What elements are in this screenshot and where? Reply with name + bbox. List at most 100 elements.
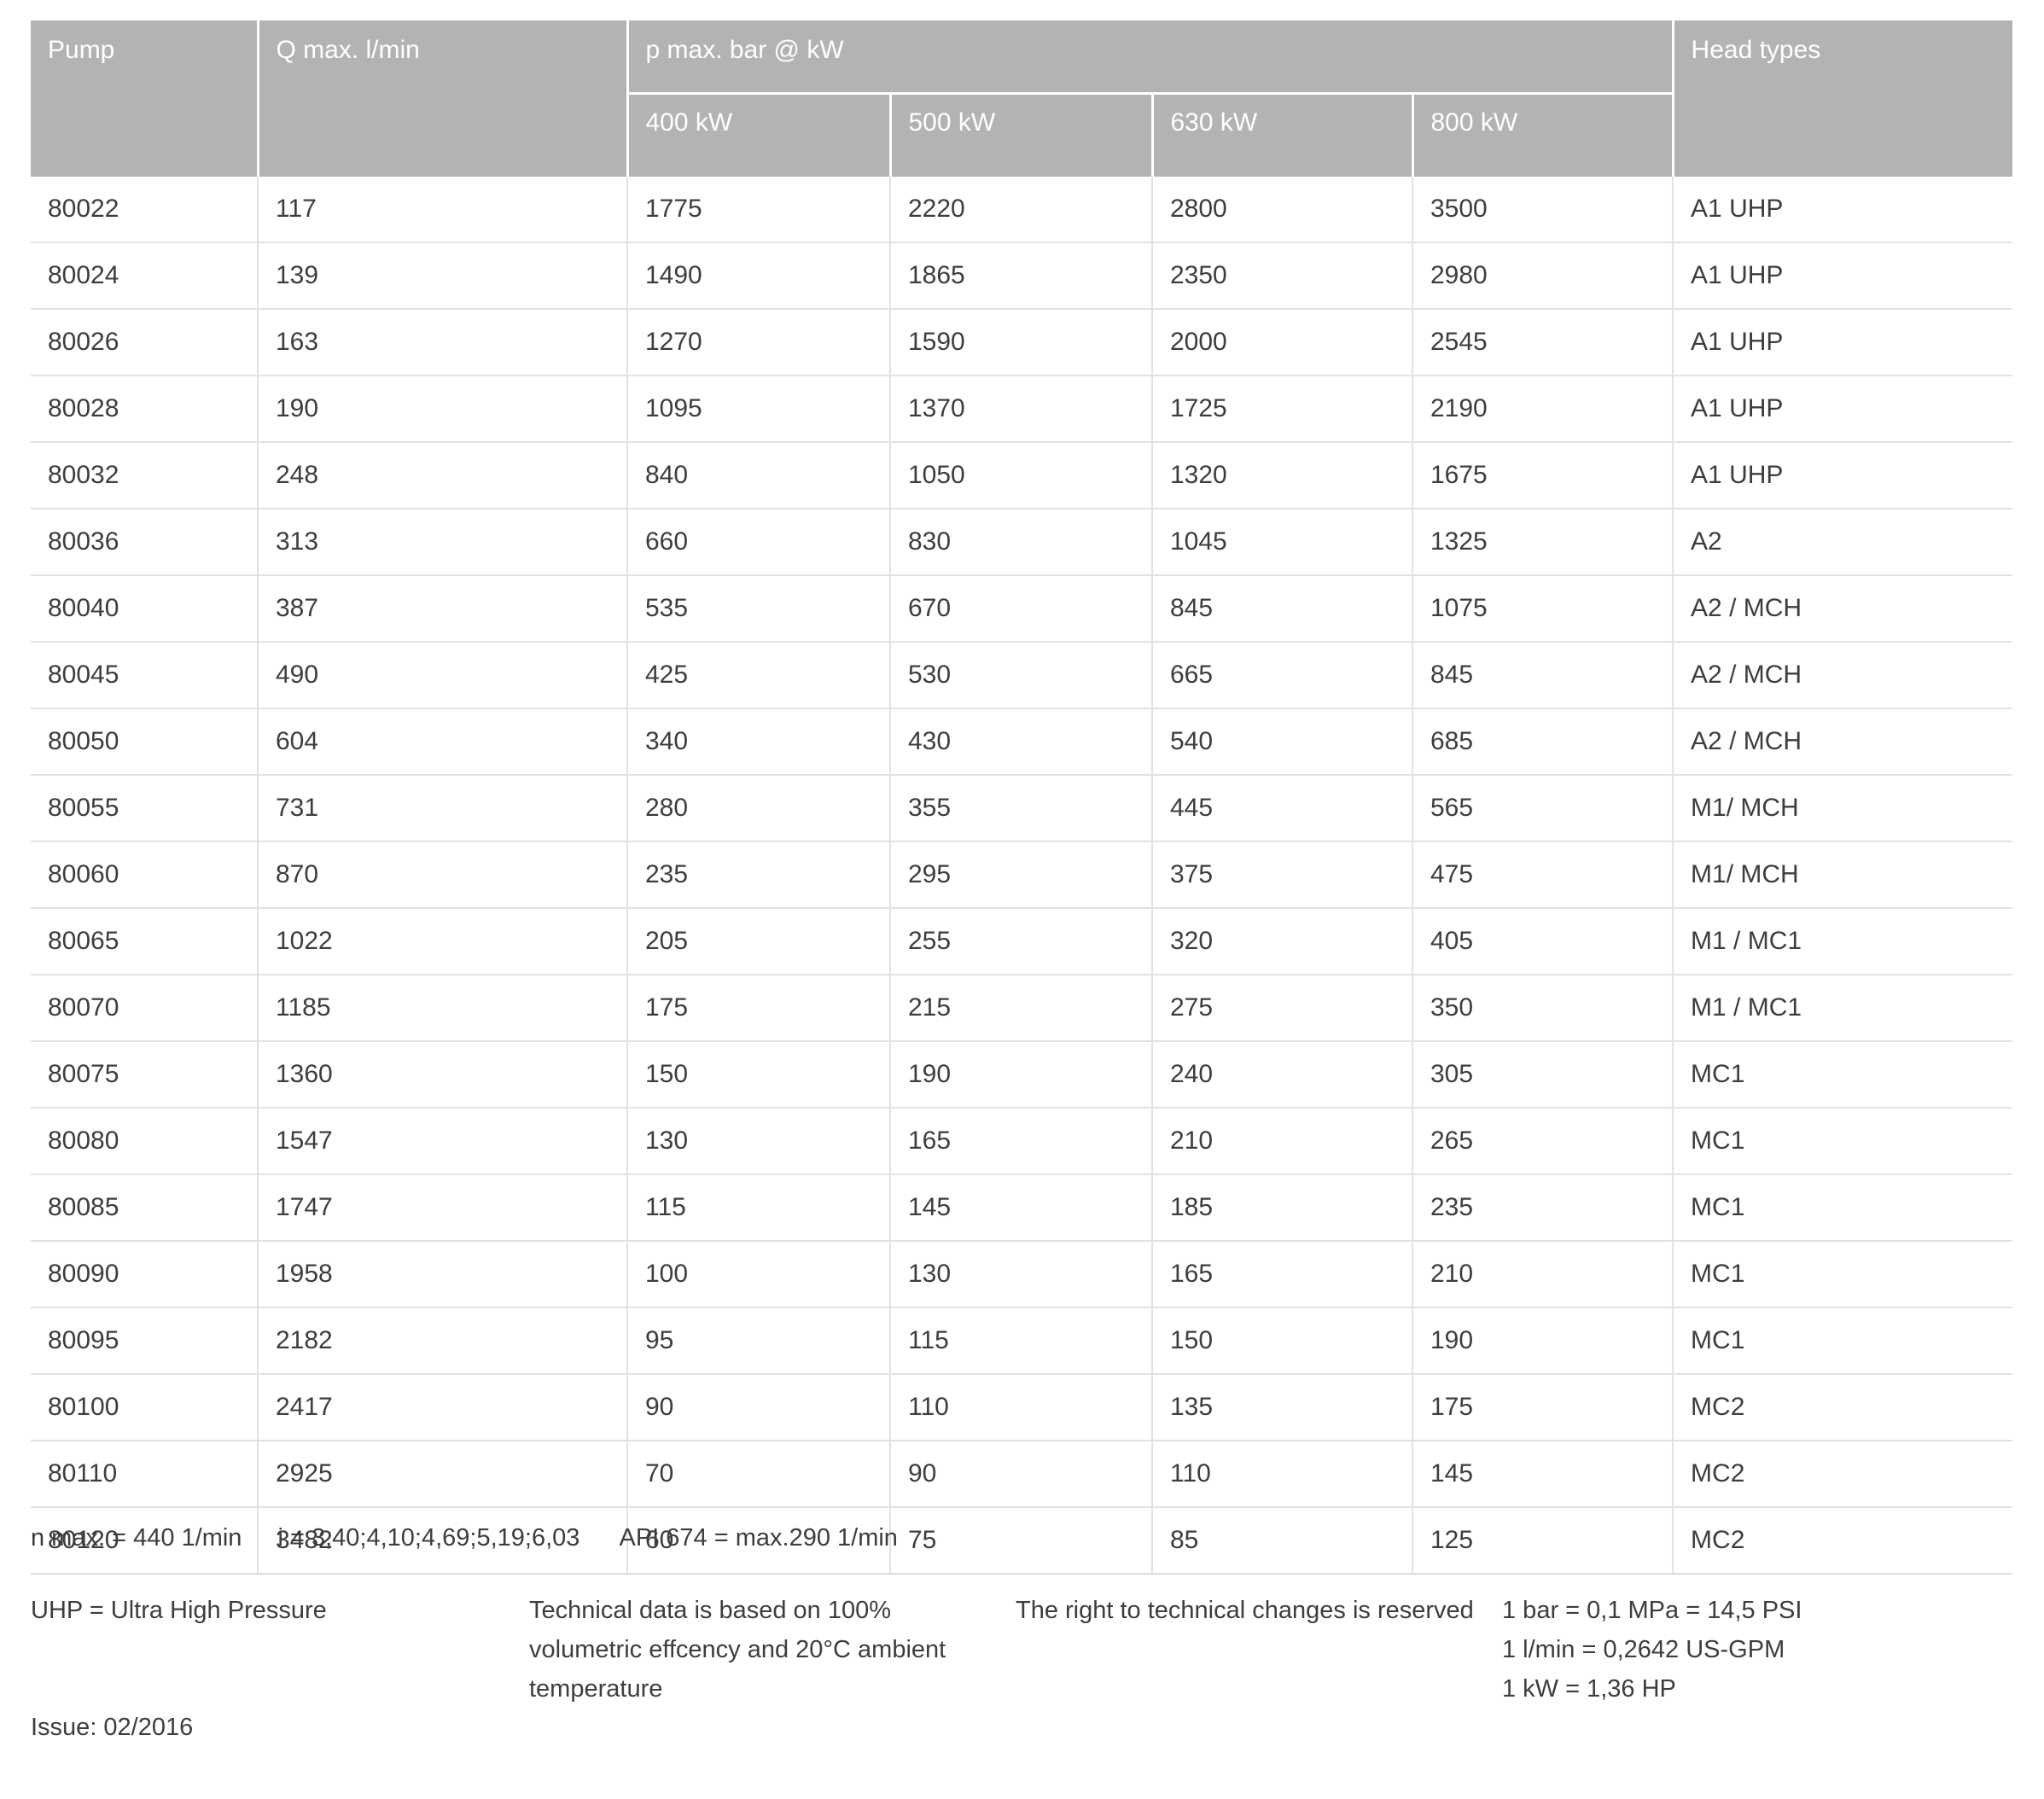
cell-p-400kw: 95 bbox=[627, 1307, 891, 1375]
cell-pump: 80036 bbox=[31, 509, 259, 576]
cell-p-800kw: 3500 bbox=[1412, 177, 1674, 243]
cell-p-630kw: 375 bbox=[1152, 841, 1413, 909]
cell-pump: 80085 bbox=[31, 1174, 259, 1242]
cell-p-500kw: 2220 bbox=[890, 177, 1153, 243]
cell-p-400kw: 115 bbox=[627, 1174, 891, 1242]
table-row: 80022 117 1775 2220 2800 3500 A1 UHP bbox=[31, 177, 2013, 243]
cell-p-800kw: 1325 bbox=[1412, 509, 1674, 576]
cell-p-400kw: 235 bbox=[627, 841, 891, 909]
cell-q-max: 1022 bbox=[258, 908, 628, 975]
table-row: 80040 387 535 670 845 1075 A2 / MCH bbox=[31, 575, 2013, 643]
cell-pump: 80090 bbox=[31, 1241, 259, 1308]
cell-q-max: 248 bbox=[258, 442, 628, 509]
cell-p-630kw: 210 bbox=[1152, 1108, 1413, 1175]
cell-p-630kw: 665 bbox=[1152, 642, 1413, 709]
note-unit-conversions: 1 bar = 0,1 MPa = 14,5 PSI 1 l/min = 0,2… bbox=[1502, 1591, 1802, 1709]
cell-p-800kw: 350 bbox=[1412, 975, 1674, 1042]
cell-p-500kw: 1370 bbox=[890, 376, 1153, 443]
cell-p-800kw: 190 bbox=[1412, 1307, 1674, 1375]
header-row-sub: 400 kW 500 kW 630 kW 800 kW bbox=[31, 93, 2012, 177]
cell-q-max: 1958 bbox=[258, 1241, 628, 1308]
cell-pump: 80095 bbox=[31, 1307, 259, 1375]
table-row: 80026 163 1270 1590 2000 2545 A1 UHP bbox=[31, 309, 2013, 376]
cell-pump: 80022 bbox=[31, 177, 259, 243]
cell-head-type: A2 / MCH bbox=[1673, 575, 2013, 643]
cell-p-500kw: 110 bbox=[890, 1374, 1153, 1441]
table-row: 80120 3482 60 75 85 125 MC2 bbox=[31, 1507, 2013, 1575]
cell-pump: 80110 bbox=[31, 1441, 259, 1508]
cell-p-800kw: 845 bbox=[1412, 642, 1674, 709]
cell-p-400kw: 280 bbox=[627, 775, 891, 842]
cell-q-max: 604 bbox=[258, 708, 628, 776]
cell-p-500kw: 295 bbox=[890, 841, 1153, 909]
cell-p-800kw: 125 bbox=[1412, 1507, 1674, 1575]
pump-specification-table: Pump Q max. l/min p max. bar @ kW Head t… bbox=[31, 20, 2013, 1575]
conversion-bar: 1 bar = 0,1 MPa = 14,5 PSI bbox=[1502, 1597, 1802, 1624]
cell-p-400kw: 150 bbox=[627, 1041, 891, 1109]
conversion-kw: 1 kW = 1,36 HP bbox=[1502, 1675, 1676, 1703]
table-header: Pump Q max. l/min p max. bar @ kW Head t… bbox=[31, 20, 2013, 177]
cell-p-400kw: 535 bbox=[627, 575, 891, 643]
cell-p-630kw: 135 bbox=[1152, 1374, 1413, 1441]
cell-p-500kw: 145 bbox=[890, 1174, 1153, 1242]
cell-p-800kw: 235 bbox=[1412, 1174, 1674, 1242]
cell-q-max: 731 bbox=[258, 775, 628, 842]
note-api-674: API 674 = max.290 1/min bbox=[619, 1524, 898, 1552]
cell-p-500kw: 1865 bbox=[890, 242, 1153, 310]
cell-p-500kw: 670 bbox=[890, 575, 1153, 643]
cell-head-type: A2 / MCH bbox=[1673, 642, 2013, 709]
cell-p-500kw: 1590 bbox=[890, 309, 1153, 376]
table-row: 80055 731 280 355 445 565 M1/ MCH bbox=[31, 775, 2013, 842]
cell-p-630kw: 110 bbox=[1152, 1441, 1413, 1508]
table-row: 80060 870 235 295 375 475 M1/ MCH bbox=[31, 841, 2013, 909]
cell-head-type: A1 UHP bbox=[1673, 242, 2013, 310]
column-header-630kw: 630 kW bbox=[1152, 93, 1414, 177]
cell-p-800kw: 175 bbox=[1412, 1374, 1674, 1441]
cell-q-max: 387 bbox=[258, 575, 628, 643]
cell-p-400kw: 175 bbox=[627, 975, 891, 1042]
cell-q-max: 3482 bbox=[258, 1507, 628, 1575]
cell-p-800kw: 565 bbox=[1412, 775, 1674, 842]
cell-p-800kw: 2545 bbox=[1412, 309, 1674, 376]
table-row: 80045 490 425 530 665 845 A2 / MCH bbox=[31, 642, 2013, 709]
cell-p-500kw: 255 bbox=[890, 908, 1153, 975]
cell-p-400kw: 660 bbox=[627, 509, 891, 576]
cell-pump: 80024 bbox=[31, 242, 259, 310]
cell-q-max: 1547 bbox=[258, 1108, 628, 1175]
cell-p-800kw: 2980 bbox=[1412, 242, 1674, 310]
cell-p-800kw: 265 bbox=[1412, 1108, 1674, 1175]
cell-q-max: 139 bbox=[258, 242, 628, 310]
column-header-head-types: Head types bbox=[1673, 20, 2013, 177]
note-uhp-definition: UHP = Ultra High Pressure bbox=[31, 1597, 327, 1624]
cell-pump: 80080 bbox=[31, 1108, 259, 1175]
cell-head-type: MC1 bbox=[1673, 1241, 2013, 1308]
table-row: 80036 313 660 830 1045 1325 A2 bbox=[31, 509, 2013, 576]
cell-p-800kw: 1675 bbox=[1412, 442, 1674, 509]
table-row: 80065 1022 205 255 320 405 M1 / MC1 bbox=[31, 908, 2013, 975]
cell-q-max: 2925 bbox=[258, 1441, 628, 1508]
cell-head-type: MC2 bbox=[1673, 1507, 2013, 1575]
column-header-800kw: 800 kW bbox=[1412, 93, 1674, 177]
table-row: 80032 248 840 1050 1320 1675 A1 UHP bbox=[31, 442, 2013, 509]
column-header-500kw: 500 kW bbox=[890, 93, 1154, 177]
cell-pump: 80040 bbox=[31, 575, 259, 643]
table-row: 80095 2182 95 115 150 190 MC1 bbox=[31, 1307, 2013, 1375]
cell-p-400kw: 100 bbox=[627, 1241, 891, 1308]
cell-p-800kw: 1075 bbox=[1412, 575, 1674, 643]
cell-head-type: M1/ MCH bbox=[1673, 841, 2013, 909]
cell-head-type: A1 UHP bbox=[1673, 309, 2013, 376]
table-row: 80080 1547 130 165 210 265 MC1 bbox=[31, 1108, 2013, 1175]
cell-p-400kw: 1095 bbox=[627, 376, 891, 443]
cell-p-500kw: 1050 bbox=[890, 442, 1153, 509]
conversion-lmin: 1 l/min = 0,2642 US-GPM bbox=[1502, 1636, 1785, 1663]
cell-head-type: M1 / MC1 bbox=[1673, 908, 2013, 975]
cell-p-630kw: 240 bbox=[1152, 1041, 1413, 1109]
cell-p-630kw: 275 bbox=[1152, 975, 1413, 1042]
cell-q-max: 870 bbox=[258, 841, 628, 909]
cell-p-630kw: 1725 bbox=[1152, 376, 1413, 443]
cell-p-500kw: 165 bbox=[890, 1108, 1153, 1175]
cell-p-400kw: 60 bbox=[627, 1507, 891, 1575]
table-row: 80075 1360 150 190 240 305 MC1 bbox=[31, 1041, 2013, 1109]
column-header-p-max-group: p max. bar @ kW bbox=[627, 20, 1674, 95]
